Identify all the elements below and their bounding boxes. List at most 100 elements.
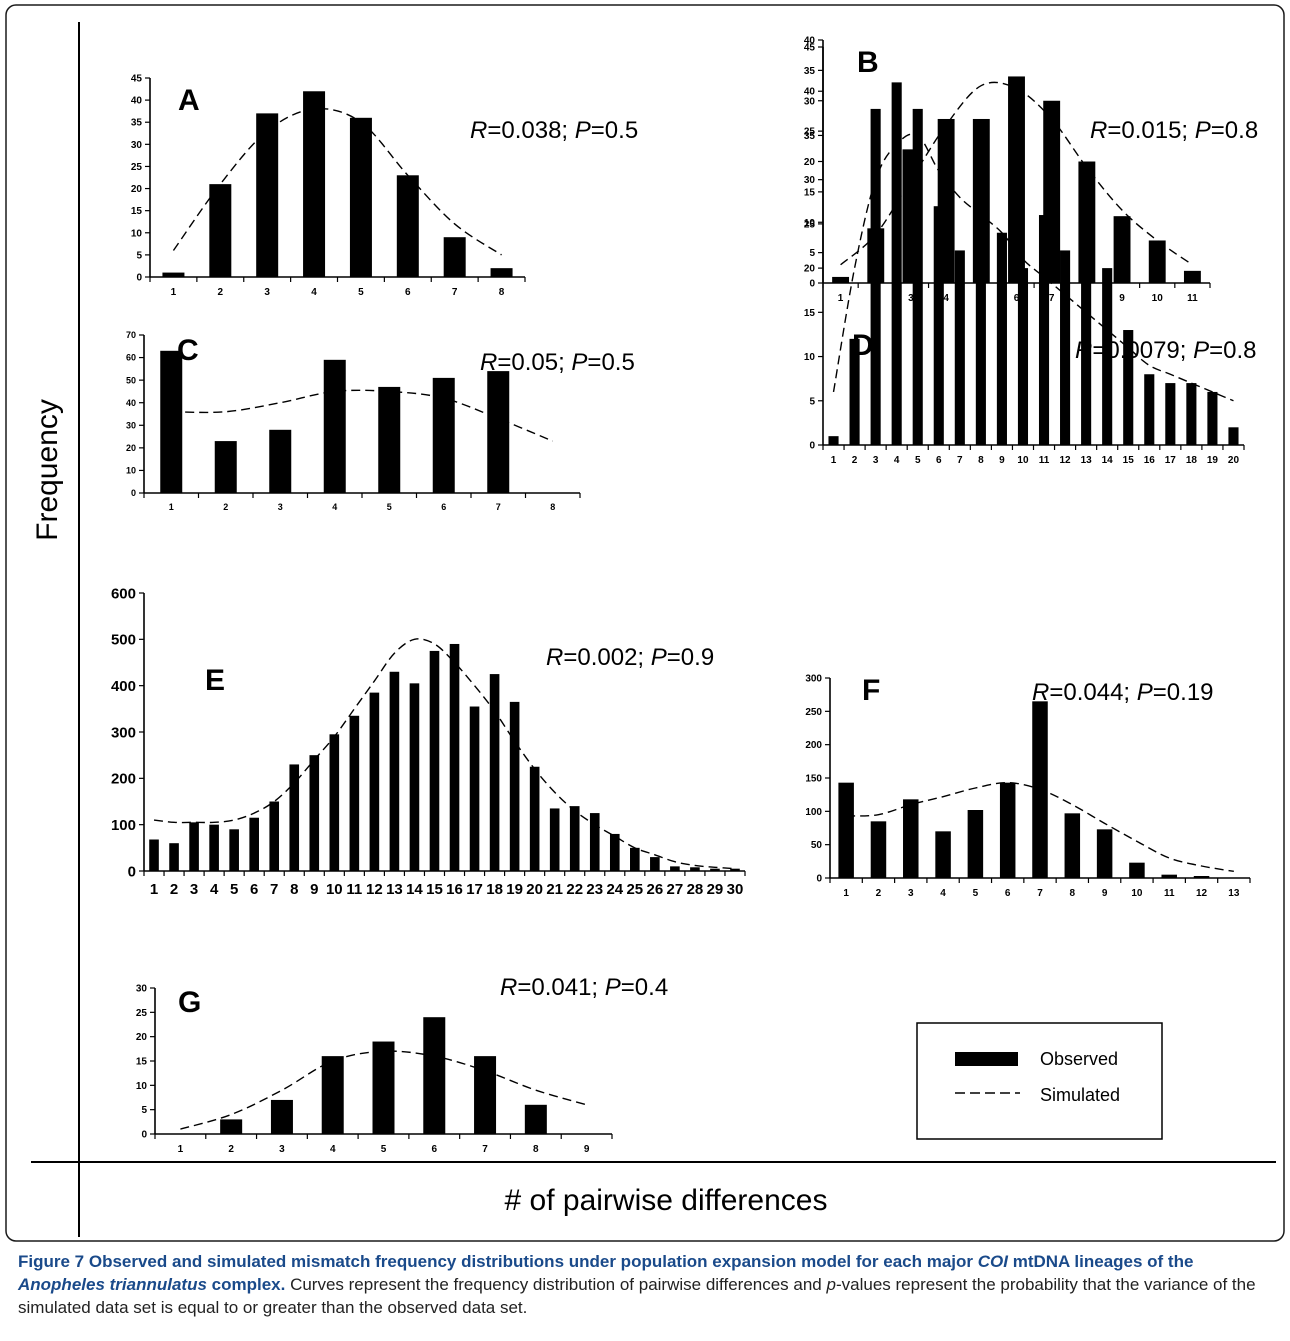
y-tick-label: 25 [804, 219, 816, 230]
x-tick-label: 16 [446, 881, 463, 898]
y-tick-label: 15 [804, 187, 816, 198]
line-simulated [832, 133, 1234, 402]
y-tick-label: 0 [809, 441, 815, 452]
y-tick-label: 20 [804, 264, 816, 275]
bar-observed [270, 1099, 293, 1134]
y-tick-label: 300 [805, 674, 822, 685]
x-tick-label: 9 [1102, 888, 1108, 899]
legend: Observed Simulated [916, 1022, 1163, 1140]
bar-observed [549, 808, 560, 871]
x-tick-label: 21 [546, 881, 563, 898]
bar-observed [509, 701, 520, 871]
bar-observed [954, 250, 965, 445]
x-tick-label: 1 [171, 287, 177, 298]
x-tick-label: 3 [264, 287, 270, 298]
y-tick-label: 20 [804, 157, 816, 168]
stat-annotation: R=0.038; P=0.5 [470, 117, 638, 144]
y-tick-label: 60 [126, 353, 136, 363]
x-tick-label: 9 [999, 455, 1005, 466]
x-tick-label: 2 [852, 455, 858, 466]
panel-label: F [862, 674, 880, 707]
bar-observed [650, 857, 660, 871]
x-tick-label: 3 [908, 888, 914, 899]
bar-observed [1038, 215, 1050, 445]
panel-label: A [178, 84, 200, 117]
y-tick-label: 20 [126, 443, 136, 453]
x-tick-label: 26 [647, 881, 664, 898]
stat-symbol: P [651, 644, 667, 671]
x-tick-label: 13 [1081, 455, 1093, 466]
x-tick-label: 6 [1014, 293, 1020, 304]
caption-bold-5: complex. [206, 1275, 286, 1294]
stat-value: =0.041; [517, 974, 604, 1001]
y-tick-label: 30 [126, 420, 136, 430]
y-tick-label: 15 [131, 206, 143, 217]
stat-symbol: P [571, 349, 587, 376]
x-tick-label: 3 [278, 502, 283, 512]
bar-observed [329, 734, 340, 871]
stat-symbol: R [1032, 679, 1049, 706]
y-tick-label: 0 [136, 273, 142, 284]
bar-observed [209, 184, 232, 277]
bar-observed [1102, 268, 1113, 445]
x-tick-label: 8 [533, 1144, 539, 1155]
y-tick-label: 15 [804, 308, 816, 319]
x-tick-label: 10 [1131, 888, 1143, 899]
x-tick-label: 3 [190, 881, 198, 898]
stat-value: =0.05; [497, 349, 571, 376]
y-tick-label: 45 [131, 74, 143, 85]
y-tick-label: 25 [131, 162, 143, 173]
bar-observed [996, 232, 1007, 445]
bar-observed [432, 377, 455, 493]
bar-observed [423, 1017, 446, 1134]
line-simulated [846, 781, 1234, 873]
x-tick-label: 8 [550, 502, 555, 512]
legend-box [916, 1022, 1163, 1140]
bar-observed [935, 831, 951, 878]
y-tick-label: 0 [809, 279, 815, 290]
x-tick-label: 7 [496, 502, 501, 512]
x-tick-label: 18 [486, 881, 503, 898]
panel-label: G [178, 986, 201, 1019]
x-tick-label: 14 [406, 881, 423, 898]
x-tick-label: 11 [1187, 293, 1198, 304]
y-tick-label: 50 [811, 840, 823, 851]
bar-observed [999, 782, 1016, 878]
bar-observed [1144, 374, 1155, 445]
caption-bold-3: mtDNA lineages of the [1007, 1252, 1194, 1271]
x-tick-label: 4 [332, 502, 337, 512]
legend-observed-label: Observed [1040, 1049, 1118, 1069]
stat-symbol: R [480, 349, 497, 376]
bar-observed [269, 429, 292, 493]
x-tick-label: 4 [311, 287, 317, 298]
bar-observed [256, 113, 279, 277]
bar-observed [975, 250, 986, 445]
line-simulated [153, 638, 736, 870]
line-simulated [172, 107, 502, 256]
y-tick-label: 20 [136, 1032, 148, 1043]
bar-observed [912, 108, 923, 446]
bar-observed [396, 175, 419, 277]
stat-annotation: R=0.041; P=0.4 [500, 974, 668, 1001]
x-tick-label: 8 [978, 455, 984, 466]
x-tick-label: 19 [1207, 455, 1219, 466]
x-tick-label: 4 [940, 888, 946, 899]
y-tick-label: 40 [126, 398, 136, 408]
bar-observed [1008, 76, 1025, 283]
stat-value: =0.8 [1209, 337, 1256, 364]
x-tick-label: 12 [1196, 888, 1208, 899]
bar-observed [1017, 268, 1029, 445]
figure-border [5, 4, 1285, 1242]
stat-value: =0.0079; [1092, 337, 1193, 364]
y-tick-label: 200 [111, 771, 136, 788]
y-tick-label: 25 [804, 127, 816, 138]
x-tick-label: 2 [876, 888, 882, 899]
y-tick-label: 5 [809, 396, 815, 407]
bar-observed [710, 868, 720, 871]
x-tick-label: 28 [687, 881, 704, 898]
x-tick-label: 1 [169, 502, 174, 512]
bar-observed [160, 350, 183, 493]
